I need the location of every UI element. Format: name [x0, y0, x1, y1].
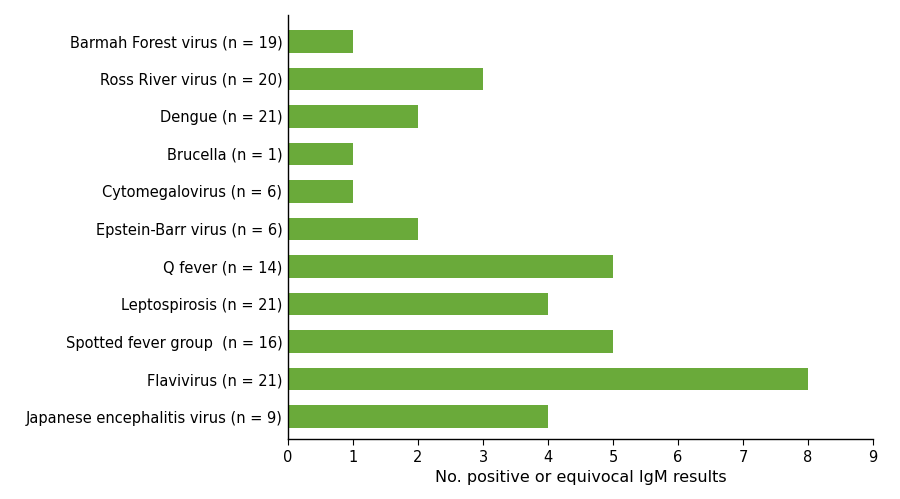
Bar [288, 293, 548, 315]
Bar [288, 180, 353, 203]
Bar [288, 105, 418, 128]
X-axis label: No. positive or equivocal IgM results: No. positive or equivocal IgM results [435, 470, 726, 485]
Bar [288, 368, 808, 390]
Bar [288, 143, 353, 165]
Bar [288, 405, 548, 428]
Bar [288, 67, 483, 90]
Bar [288, 30, 353, 52]
Bar [288, 218, 418, 240]
Bar [288, 255, 613, 278]
Bar [288, 330, 613, 353]
